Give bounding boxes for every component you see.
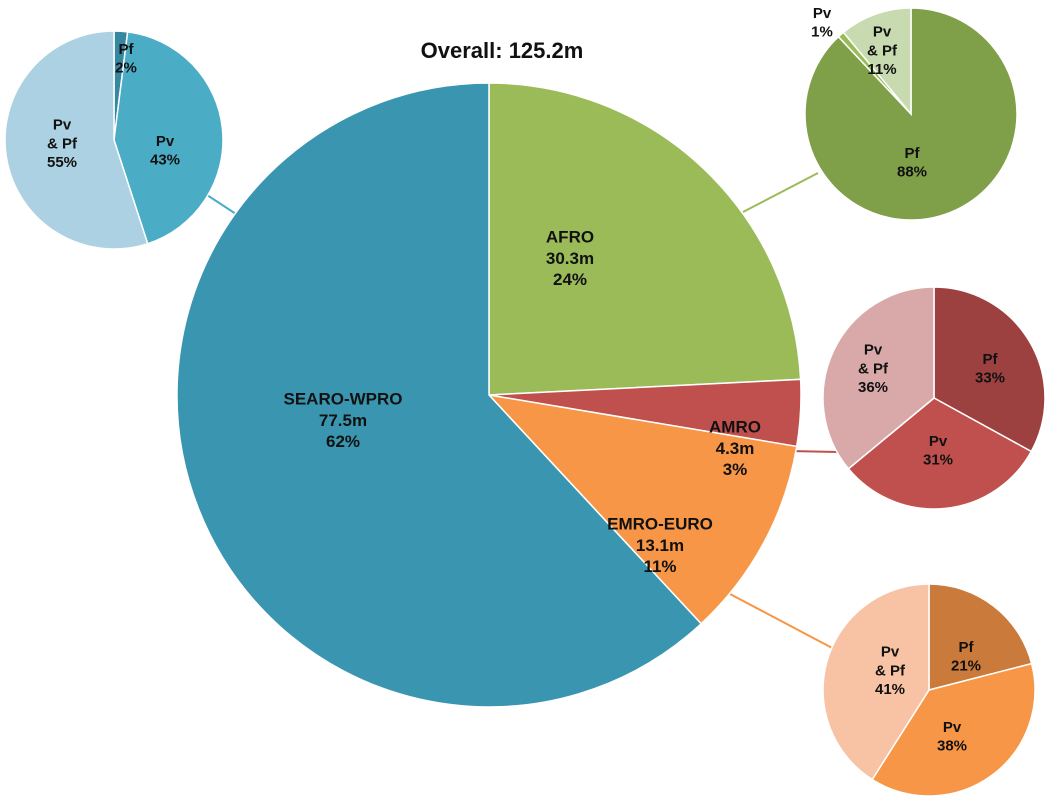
amro-species-pie-slice-pv [847,397,1033,510]
connector-line-2 [742,172,819,213]
amro-species-pie-slice-pv-and-pf [822,286,935,470]
afro-species-pie-slice-pv-and-pf [842,7,912,117]
amro-species-pie-slice-pf [933,286,1046,453]
overall-pie-label-searo-wpro: SEARO-WPRO 77.5m 62% [284,390,403,452]
afro-species-pie-label-pv-and-pf: Pv & Pf 11% [867,24,898,79]
overall-pie-slice-searo-wpro [176,82,703,708]
amro-species-pie-label-pv-and-pf: Pv & Pf 36% [858,342,889,397]
amro-species-pie-label-pv: Pv 31% [923,433,953,469]
connector-line-1 [206,194,237,215]
searo-wpro-species-pie-slice-pv-and-pf [4,30,149,250]
afro-species-pie: Pf 88% Pv 1% Pv & Pf 11% [804,5,1018,221]
searo-wpro-species-pie-label-pv: Pv 43% [150,133,180,169]
overall-pie-slice-emro-euro [486,393,798,625]
afro-species-pie-label-pv: Pv 1% [811,5,833,41]
amro-species-pie: Pf 33% Pv 31% Pv & Pf 36% [822,286,1046,510]
emro-euro-species-pie-label-pv-and-pf: Pv & Pf 41% [875,644,906,699]
emro-euro-species-pie-slice-pf [928,583,1033,691]
searo-wpro-species-pie-slice-pv [113,31,224,245]
emro-euro-species-pie-slice-pv-and-pf [822,583,930,781]
overall-pie-label-amro: AMRO 4.3m 3% [709,418,761,480]
pies: AFRO 30.3m 24% AMRO 4.3m 3% EMRO-EURO 13.1m 11% S… [4,5,1046,797]
searo-wpro-species-pie-label-pv-and-pf: Pv & Pf 55% [47,117,78,172]
overall-pie-label-afro: AFRO 30.3m 24% [546,228,594,290]
overall-pie: AFRO 30.3m 24% AMRO 4.3m 3% EMRO-EURO 13.1m 11% S… [176,82,802,708]
emro-euro-species-pie-slice-pv [871,662,1036,797]
connector-line-4 [729,593,837,651]
overall-pie-label-emro-euro: EMRO-EURO 13.1m 11% [607,515,713,577]
emro-euro-species-pie-label-pf: Pf 21% [951,639,981,675]
afro-species-pie-label-pf: Pf 88% [897,145,927,181]
emro-euro-species-pie-label-pv: Pv 38% [937,719,967,755]
searo-wpro-species-pie: Pf 2% Pv 43% Pv & Pf 55% [4,30,224,250]
searo-wpro-species-pie-label-pf: Pf 2% [115,41,137,77]
chart-title: Overall: 125.2m [421,38,584,63]
amro-species-pie-label-pf: Pf 33% [975,351,1005,387]
emro-euro-species-pie: Pf 21% Pv 38% Pv & Pf 41% [822,583,1036,797]
overall-pie-slice-afro [488,82,802,396]
